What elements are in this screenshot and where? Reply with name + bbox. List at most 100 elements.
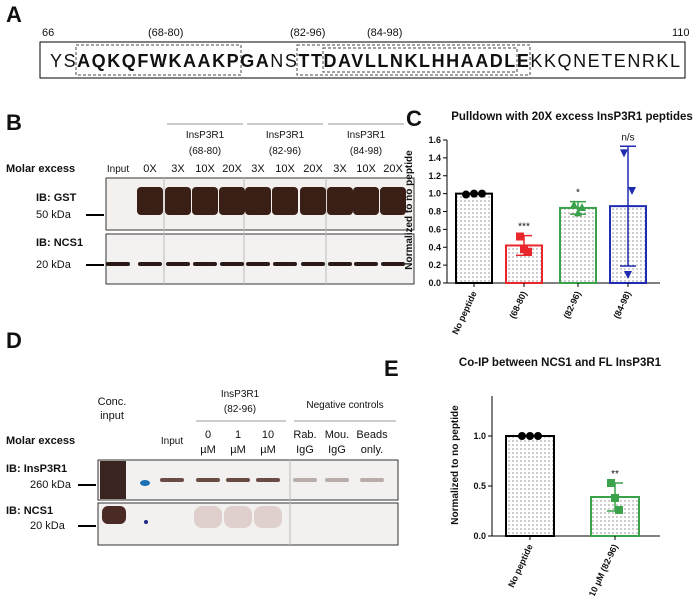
lane-label: 10X — [195, 163, 215, 175]
lane-label: 20X — [303, 163, 323, 175]
band — [353, 187, 379, 215]
panel-label: B — [6, 110, 22, 135]
smear — [224, 506, 252, 528]
smear — [254, 506, 282, 528]
y-tick-label: 0.4 — [428, 242, 441, 252]
band — [100, 461, 126, 499]
y-tick-label: 0.5 — [473, 481, 486, 491]
point — [611, 494, 619, 502]
y-tick-label: 1.4 — [428, 153, 441, 163]
lane-label: Input — [107, 164, 129, 175]
annotation: *** — [518, 222, 530, 233]
band — [193, 262, 217, 266]
band — [160, 478, 184, 482]
point — [516, 232, 524, 241]
band — [219, 187, 245, 215]
peptide-label: (68-80) — [148, 27, 183, 39]
y-tick-label: 1.6 — [428, 135, 441, 145]
panel-label: C — [406, 106, 422, 131]
residue-start: 66 — [42, 27, 54, 39]
group-range: (82-96) — [224, 404, 256, 415]
group-name: InsP3R1 — [186, 130, 225, 141]
x-tick-label: No peptide — [506, 543, 535, 589]
lane-label: 10X — [275, 163, 295, 175]
bar — [455, 192, 493, 284]
band — [380, 187, 406, 215]
y-tick-label: 0.8 — [428, 207, 441, 217]
x-tick-label: No peptide — [450, 290, 479, 336]
band — [220, 262, 244, 266]
lane-label: 3X — [171, 163, 185, 175]
size-marker: 20 kDa — [36, 259, 72, 271]
band — [325, 478, 349, 482]
lane-label: 1 µM — [230, 429, 246, 456]
blot-label: IB: NCS1 — [36, 237, 83, 249]
residue-end: 110 — [672, 27, 690, 39]
panel-label: A — [6, 2, 22, 27]
chart-title: Co-IP between NCS1 and FL InsP3R1 — [459, 357, 662, 369]
band — [192, 187, 218, 215]
group-name: InsP3R1 — [266, 130, 305, 141]
point — [518, 432, 526, 440]
lane-label: 20X — [383, 163, 403, 175]
x-tick-label: (82-96) — [561, 290, 582, 321]
point — [470, 189, 478, 198]
chart: E Co-IP between NCS1 and FL InsP3R1 Normal… — [384, 356, 662, 596]
panel-label: D — [6, 328, 22, 353]
residue-run: LE — [504, 51, 529, 71]
point — [526, 432, 534, 440]
row-label: Molar excess — [6, 163, 75, 175]
group-range: (82-96) — [269, 146, 301, 157]
y-tick-label: 1.0 — [428, 189, 441, 199]
size-marker: 20 kDa — [30, 520, 66, 532]
y-tick-label: 1.2 — [428, 171, 441, 181]
residue-run: NS — [270, 51, 297, 71]
band — [138, 262, 162, 266]
sequence: YSAQKQFWKAAKPGANSTTDAVLLNKLHHAADLEKKQNET… — [50, 51, 680, 71]
x-tick-label: (68-80) — [507, 290, 528, 321]
band — [245, 187, 271, 215]
residue-run: YS — [50, 51, 76, 71]
group-name: InsP3R1 — [347, 130, 386, 141]
y-tick-label: 1.0 — [473, 431, 486, 441]
annotation: * — [576, 188, 580, 199]
lane-label: 3X — [251, 163, 265, 175]
group-range: (68-80) — [189, 146, 221, 157]
y-axis-label: Normalized to no peptide — [450, 405, 461, 525]
smear — [194, 506, 222, 528]
lane-label: Mou. IgG — [325, 429, 349, 456]
residue-run: AQKQFWKAAKPGA — [77, 51, 269, 71]
point — [607, 479, 615, 487]
blot-label: IB: NCS1 — [6, 505, 53, 517]
sequence-box — [39, 41, 686, 79]
peptide-label: (82-96) — [290, 27, 325, 39]
panel-label: E — [384, 356, 399, 381]
x-tick-label: 10 µM (82-96) — [587, 543, 620, 596]
dot — [140, 480, 150, 486]
blot-label: IB: InsP3R1 — [6, 463, 67, 475]
row-label: Molar excess — [6, 435, 75, 447]
lane-label: Conc. input — [98, 396, 127, 422]
point — [534, 432, 542, 440]
blot — [105, 233, 415, 285]
point — [628, 186, 636, 195]
peptide-label: (84-98) — [367, 27, 402, 39]
band — [293, 478, 317, 482]
lane-label: Beads only. — [356, 429, 388, 456]
point — [578, 203, 586, 212]
lane-label: 20X — [222, 163, 242, 175]
y-tick-label: 0.2 — [428, 260, 441, 270]
y-axis-label: Normalized to no peptide — [404, 150, 415, 270]
point — [624, 270, 632, 279]
residue-run: TT — [298, 51, 322, 71]
bar — [505, 435, 555, 537]
size-marker: 50 kDa — [36, 209, 72, 221]
lane-label: 3X — [333, 163, 347, 175]
band — [360, 478, 384, 482]
band — [300, 187, 326, 215]
band — [273, 262, 297, 266]
peptide-box — [296, 44, 531, 76]
group-name: Negative controls — [306, 400, 383, 411]
point — [570, 200, 578, 209]
